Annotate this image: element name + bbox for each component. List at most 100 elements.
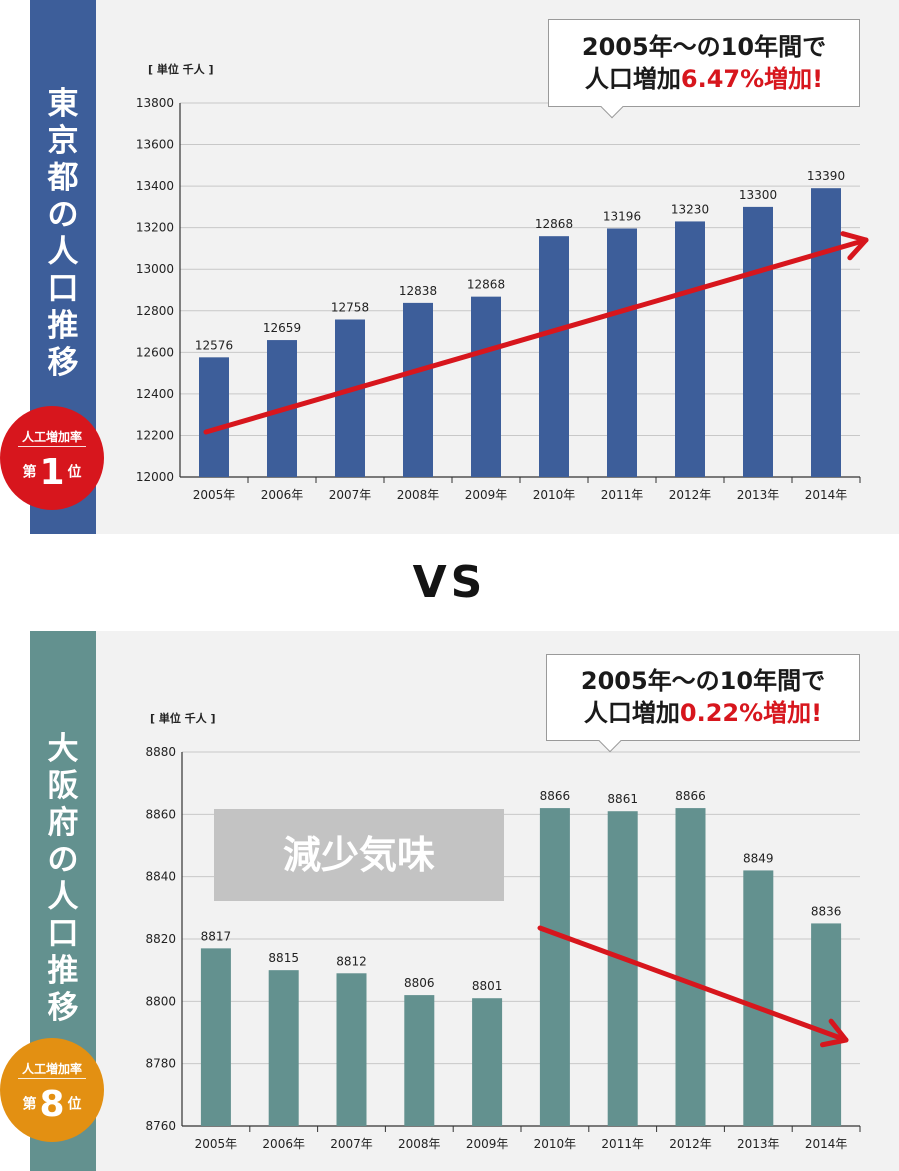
y-tick-label: 8880 [145,745,176,759]
bar [607,228,637,477]
x-tick-label: 2006年 [261,488,304,502]
y-tick-label: 13400 [136,179,174,193]
x-tick-label: 2013年 [737,1137,780,1151]
x-tick-label: 2014年 [805,488,848,502]
trend-arrow-head [840,231,869,261]
badge-divider [18,1078,86,1079]
badge-rank: 第8 位 [0,1084,104,1125]
callout-line2: 人口増加6.47%増加! [549,63,859,95]
callout-line1: 2005年～の10年間で [581,33,827,61]
osaka-title-char: 移 [47,990,79,1026]
tokyo-panel: 東 京 都 の 人 口 推 移 [ 単位 千人 ] 12000 12200 12400… [0,0,899,534]
data-label: 12838 [399,284,437,298]
bar [675,808,706,1126]
badge-label: 人工増加率 [21,430,82,444]
bar [607,811,638,1126]
badge-rank-suffix: 位 [67,1096,82,1113]
x-tick-label: 2007年 [330,1137,373,1151]
data-label: 13390 [807,169,845,183]
badge-rank-suffix: 位 [67,464,82,481]
callout-line1: 2005年～の10年間で [580,667,826,695]
trend-arrow-head [819,1018,849,1048]
data-label: 8849 [743,851,774,865]
data-label: 8866 [675,789,706,803]
x-tick-label: 2013年 [737,488,780,502]
bar [200,948,231,1126]
bar [403,302,433,477]
tokyo-title: 東 京 都 の 人 口 推 移 [30,86,96,382]
data-label: 8861 [607,792,638,806]
x-tick-label: 2014年 [805,1137,848,1151]
badge-divider [18,446,86,447]
x-tick-label: 2011年 [601,488,644,502]
tokyo-title-char: 口 [47,271,79,307]
osaka-title-char: 大 [47,731,79,767]
tokyo-title-char: 都 [47,160,79,196]
tokyo-title-char: 推 [47,308,79,344]
y-tick-label: 12000 [136,470,174,484]
data-label: 8812 [336,954,367,968]
badge-label: 人工増加率 [21,1062,82,1076]
callout-highlight: 0.22%増加 [679,699,812,727]
callout-line2-prefix: 人口増加 [584,65,681,93]
osaka-title-char: 府 [47,805,79,841]
y-tick-label: 13600 [136,138,174,152]
badge-rank-prefix: 第 [22,464,37,481]
tokyo-title-char: 東 [47,86,79,122]
data-label: 8815 [268,951,299,965]
y-tick-label: 8780 [145,1057,176,1071]
x-tick-label: 2005年 [195,1137,238,1151]
bar [336,973,367,1126]
badge-rank-prefix: 第 [22,1096,37,1113]
tokyo-title-char: 人 [47,234,79,270]
y-tick-label: 8820 [145,932,176,946]
y-tick-label: 8800 [145,994,176,1008]
x-tick-label: 2008年 [397,488,440,502]
x-tick-label: 2012年 [669,1137,712,1151]
x-tick-label: 2006年 [262,1137,305,1151]
osaka-title: 大 阪 府 の 人 口 推 移 [30,731,96,1027]
data-label: 8836 [811,904,842,918]
bar [743,870,774,1126]
tokyo-callout: 2005年～の10年間で 人口増加6.47%増加! [548,19,860,119]
data-label: 12868 [467,278,505,292]
badge-rank-number: 8 [39,1083,65,1125]
bar [811,188,841,477]
data-label: 13300 [739,188,777,202]
bar [675,221,705,477]
x-tick-label: 2010年 [533,488,576,502]
unit-label: [ 単位 千人 ] [148,62,214,76]
osaka-title-char: 阪 [47,768,79,804]
x-tick-label: 2007年 [329,488,372,502]
bar [335,319,365,477]
tokyo-title-char: 京 [47,123,79,159]
data-label: 12758 [331,301,369,315]
bar [404,995,435,1126]
x-tick-label: 2009年 [465,488,508,502]
y-tick-label: 13000 [136,262,174,276]
bar [743,206,773,477]
callout-exclamation: ! [811,699,823,727]
y-tick-label: 8860 [145,807,176,821]
trend-arrow-shaft [537,925,849,1043]
bar [472,998,503,1126]
y-tick-label: 12600 [136,345,174,359]
y-tick-label: 8760 [145,1119,176,1133]
data-label: 13230 [671,202,709,216]
badge-rank: 第1 位 [0,452,104,493]
data-label: 8817 [201,929,232,943]
decline-label: 減少気味 [214,809,504,901]
y-tick-label: 13200 [136,221,174,235]
x-tick-label: 2011年 [601,1137,644,1151]
y-tick-label: 12400 [136,387,174,401]
bar [199,357,229,477]
tokyo-title-char: の [47,197,79,233]
y-tick-label: 12800 [136,304,174,318]
x-tick-label: 2012年 [669,488,712,502]
x-tick-label: 2010年 [534,1137,577,1151]
data-label: 8866 [540,789,571,803]
badge-rank-number: 1 [39,451,65,493]
bar [539,236,569,477]
data-label: 12659 [263,321,301,335]
tokyo-chart: [ 単位 千人 ] 12000 12200 12400 12600 12800 13000 1… [136,62,869,502]
